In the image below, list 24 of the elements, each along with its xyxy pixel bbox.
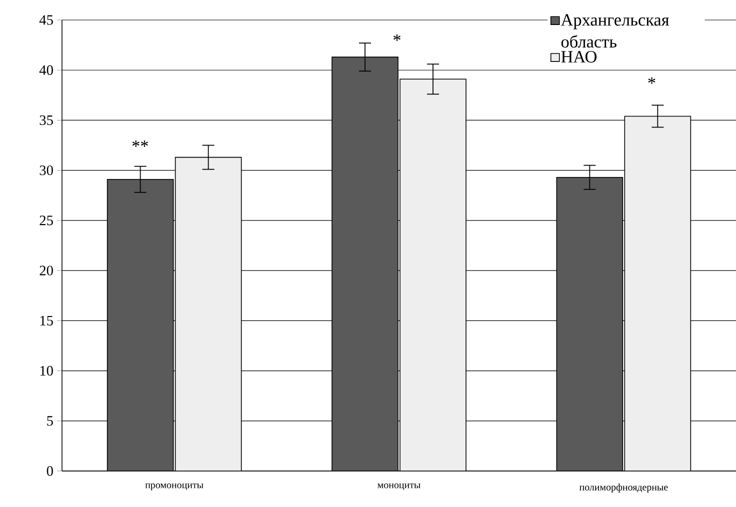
y-tick-label: 5 xyxy=(47,416,53,426)
y-tick-label: 30 xyxy=(40,165,53,176)
legend-label: НАО xyxy=(561,51,597,63)
bar xyxy=(175,157,242,471)
annotation: ** xyxy=(132,140,148,147)
y-tick-label: 15 xyxy=(40,316,53,326)
y-tick-label: 40 xyxy=(39,65,53,75)
bar xyxy=(400,79,466,471)
annotation: * xyxy=(394,34,400,41)
y-tick-label: 20 xyxy=(40,266,53,276)
bar xyxy=(107,179,174,471)
annotation: * xyxy=(648,77,656,84)
legend-label: Архангельская область xyxy=(560,14,669,48)
bar xyxy=(332,57,398,471)
y-tick-label: 25 xyxy=(40,216,53,226)
x-tick-label: полиморфноядерные xyxy=(579,483,668,493)
y-tick-label: 45 xyxy=(39,15,53,25)
bar xyxy=(556,176,624,471)
x-tick-label: моноциты xyxy=(378,483,420,490)
y-tick-label: 0 xyxy=(46,466,53,476)
x-tick-label: промоноциты xyxy=(145,483,204,490)
bar xyxy=(624,116,692,471)
y-tick-label: 10 xyxy=(40,366,53,376)
y-tick-label: 35 xyxy=(40,115,53,126)
